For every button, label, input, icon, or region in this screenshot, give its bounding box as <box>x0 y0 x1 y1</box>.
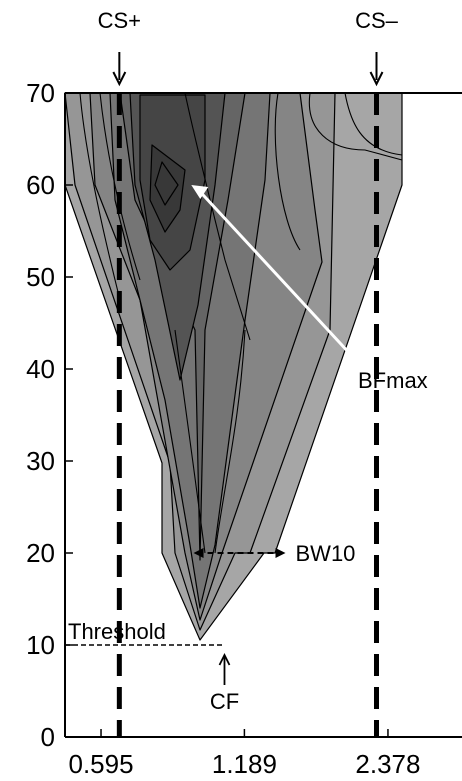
cs-plus-label: CS+ <box>98 8 141 33</box>
contour-line-3 <box>274 92 301 251</box>
y-tick-label-10: 10 <box>26 630 55 660</box>
bw10-label: BW10 <box>296 541 356 566</box>
bfmax-arrow-shaft <box>200 191 354 358</box>
y-tick-label-0: 0 <box>41 722 55 752</box>
bfmax-arrow-head <box>191 185 209 199</box>
y-tick-label-60: 60 <box>26 170 55 200</box>
y-tick-label-20: 20 <box>26 538 55 568</box>
contour-line-5 <box>184 92 251 341</box>
x-tick-label-0.595: 0.595 <box>68 749 133 779</box>
cs-minus-arrow-head <box>369 71 384 87</box>
cs-plus-arrow-head <box>112 71 127 87</box>
threshold-label: Threshold <box>68 619 166 644</box>
cs-minus-label: CS– <box>355 8 399 33</box>
contour-line-8 <box>214 329 246 554</box>
contour-line-1 <box>99 92 141 281</box>
contour-line-layer <box>79 92 403 554</box>
contour-region-9 <box>154 161 179 206</box>
bfmax-label: BFmax <box>358 368 428 393</box>
contour-line-7 <box>79 92 121 301</box>
y-tick-label-30: 30 <box>26 446 55 476</box>
y-tick-label-70: 70 <box>26 78 55 108</box>
contour-line-2 <box>308 92 403 161</box>
y-tick-label-40: 40 <box>26 354 55 384</box>
x-tick-label-2.378: 2.378 <box>355 749 420 779</box>
annotations: CS+ CS– Threshold CF BW10 BFmax <box>65 8 428 737</box>
axes: 0 10 20 30 40 50 60 70 0.595 1.189 2.378 <box>26 78 462 779</box>
y-tick-label-50: 50 <box>26 262 55 292</box>
contour-line-6 <box>174 329 206 554</box>
cf-arrow-head <box>218 652 231 666</box>
contour-line-4 <box>344 92 403 156</box>
bw10-right-arrowhead <box>275 548 286 558</box>
bw10-left-arrowhead <box>193 548 204 558</box>
cf-label: CF <box>210 689 239 714</box>
x-tick-label-1.189: 1.189 <box>212 749 277 779</box>
contour-fill-layer <box>64 92 403 641</box>
